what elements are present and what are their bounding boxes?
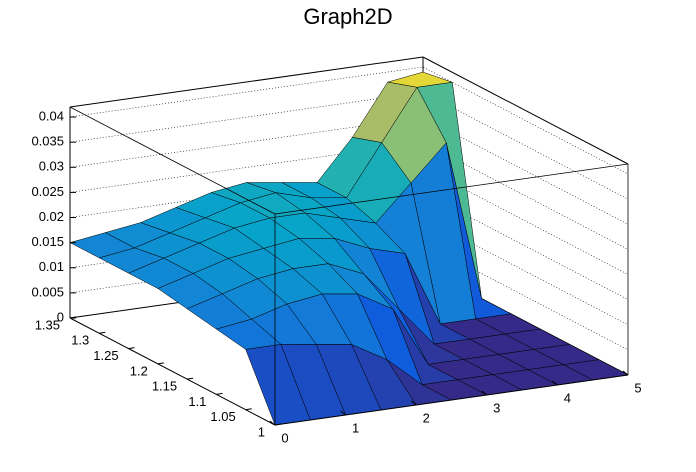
x-tick [269,420,276,426]
y-tick [69,316,77,319]
y-tick-label: 1.2 [130,363,148,378]
grid-line [69,167,629,275]
y-tick [274,423,282,426]
z-tick-label: 0.015 [31,234,64,249]
y-tick [187,377,194,380]
y-tick-label: 1.3 [71,333,89,348]
z-tick-label: 0 [57,309,64,324]
x-tick-label: 5 [634,380,641,395]
y-tick [157,362,164,365]
grid-line [69,242,629,351]
y-tick [245,408,252,411]
z-tick-label: 0.035 [31,134,64,149]
grid-line [69,66,629,175]
z-tick-label: 0.02 [39,209,64,224]
grid-line [69,217,629,326]
x-tick [340,410,346,416]
y-tick [128,347,135,350]
z-tick-label: 0.005 [31,284,64,299]
x-tick [481,390,488,396]
y-tick-label: 1.35 [35,317,60,332]
x-tick-label: 3 [493,400,500,415]
y-tick [216,392,223,395]
x-tick [622,370,629,376]
box-edge [69,317,276,426]
box-edge [69,106,276,215]
y-tick-label: 1.15 [152,379,177,394]
x-tick [410,400,417,406]
chart-title: Graph2D [303,4,392,29]
x-tick-label: 1 [352,420,359,435]
front-layer: 0 0.005 0.01 0.015 0.02 0.025 0.03 0.035 0.04 0 1 2… [31,106,642,445]
y-tick-label: 1.25 [93,348,118,363]
y-tick [99,331,106,334]
surface-layer [69,71,629,426]
z-tick-label: 0.01 [39,259,64,274]
box-edge [274,374,629,426]
x-tick [552,380,558,386]
grid-line [69,116,629,225]
box-edge [422,56,629,165]
grid-line [69,142,629,250]
box-edge [274,163,629,215]
x-tick-label: 0 [281,430,288,445]
z-tick-label: 0.03 [39,159,64,174]
y-tick-label: 1 [258,424,265,439]
x-tick-label: 2 [423,410,430,425]
x-tick-label: 4 [564,390,571,405]
y-tick-label: 1.1 [188,394,206,409]
z-tick-label: 0.025 [31,184,64,199]
grid-line [69,192,629,300]
z-tick-label: 0.04 [39,108,64,123]
y-tick-label: 1.05 [210,409,235,424]
box-edge [69,56,424,108]
grid-line [69,91,629,200]
